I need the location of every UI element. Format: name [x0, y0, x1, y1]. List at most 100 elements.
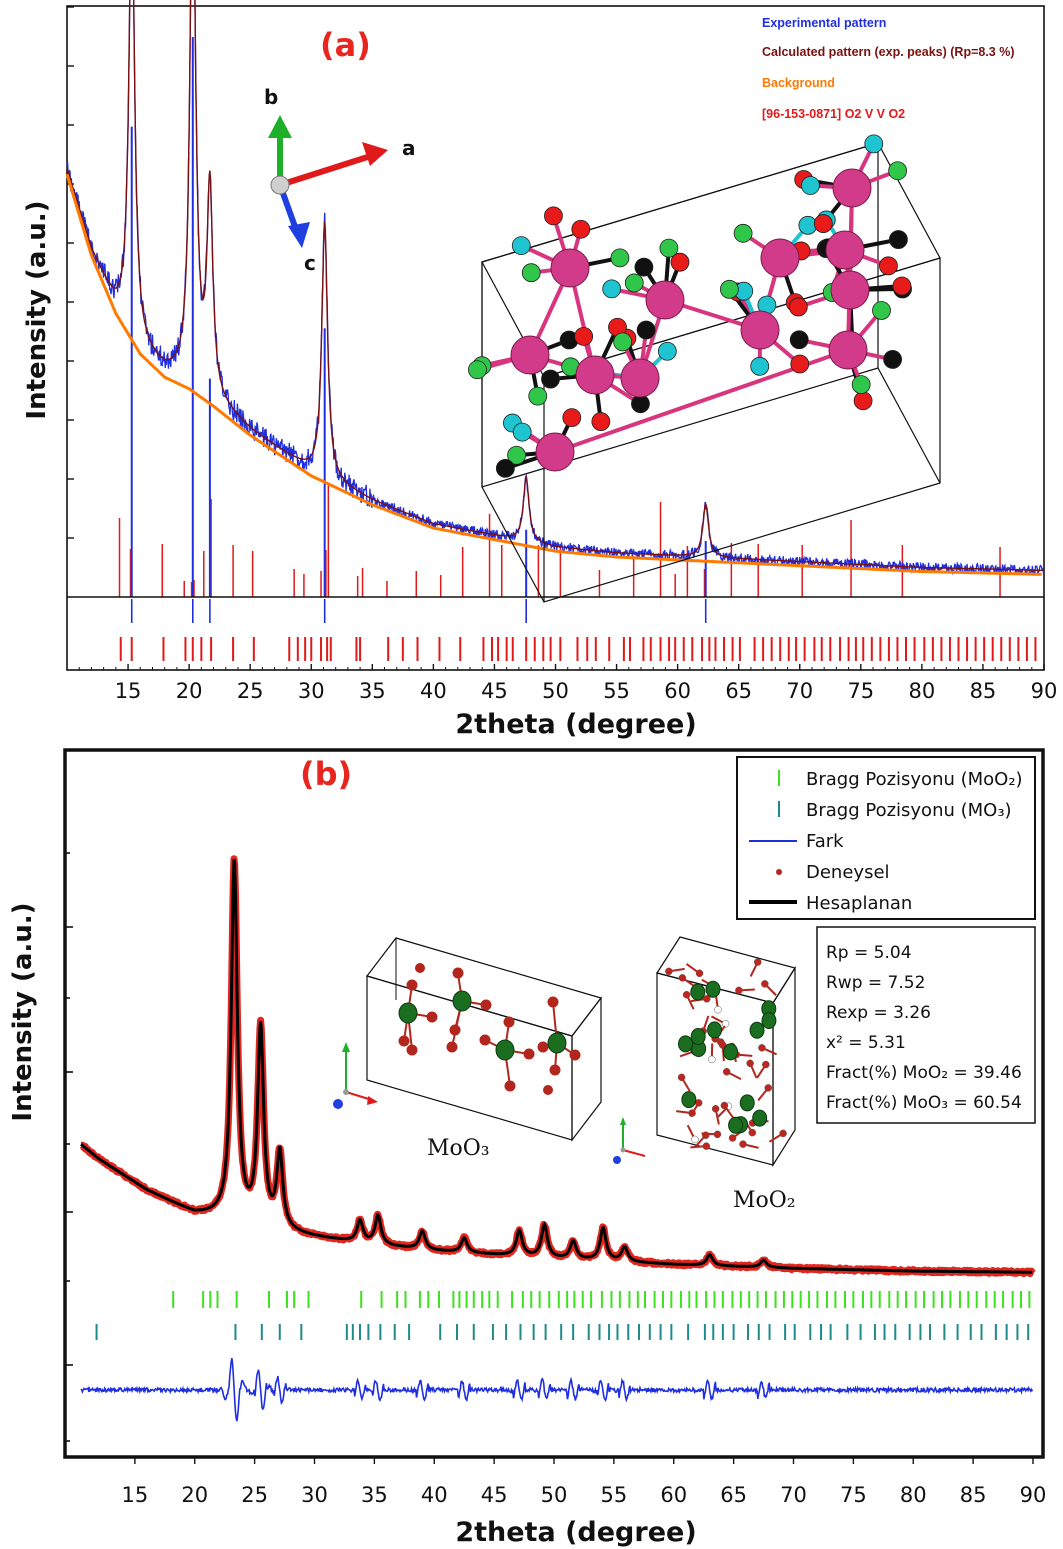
- axis-letter-c: c: [304, 251, 316, 275]
- mo-atom: [690, 1028, 706, 1046]
- x-tick-label: 30: [298, 679, 325, 703]
- atom: [735, 986, 743, 995]
- atom: [711, 1105, 720, 1113]
- atom: [691, 1135, 699, 1144]
- moo3-formula-label: MoO₃: [427, 1136, 490, 1161]
- x-tick-label: 40: [420, 679, 447, 703]
- x-tick-label: 50: [541, 1483, 568, 1507]
- panel-b-label: (b): [300, 755, 352, 793]
- atom: [610, 248, 630, 268]
- x-tick-label: 55: [601, 1483, 628, 1507]
- mo-atom: [705, 980, 721, 998]
- mo-atom: [677, 1035, 693, 1053]
- mo-atom: [739, 1094, 755, 1112]
- mo-atom: [728, 1116, 744, 1134]
- mo-atom: [707, 1021, 723, 1039]
- atom: [853, 391, 873, 411]
- vanadium-atom: [760, 238, 800, 278]
- background-line: [65, 173, 1042, 576]
- axes-orientation-icon: [268, 115, 388, 248]
- atom: [879, 256, 898, 276]
- atom: [468, 360, 487, 380]
- panel-a-label: (a): [320, 26, 371, 64]
- atom: [813, 214, 833, 233]
- x-tick-label: 85: [960, 1483, 987, 1507]
- legend-b-bragg-moo2: Bragg Pozisyonu (MoO₂): [806, 769, 1023, 790]
- atom: [720, 1101, 729, 1110]
- atom: [761, 980, 769, 988]
- x-tick-label: 25: [241, 1483, 268, 1507]
- legend-a-experimental: Experimental pattern: [762, 16, 886, 30]
- atom: [713, 1130, 722, 1139]
- atom: [721, 1020, 730, 1028]
- atom: [682, 990, 691, 999]
- atom: [602, 279, 622, 299]
- atom: [670, 252, 690, 272]
- atom: [762, 1060, 770, 1069]
- x-tick-label: 70: [780, 1483, 807, 1507]
- atom: [748, 1128, 757, 1137]
- stat-fract-moo3: Fract(%) MoO₃ = 60.54: [826, 1093, 1022, 1113]
- atom: [528, 386, 548, 406]
- x-tick-label: 80: [900, 1483, 927, 1507]
- panel-a: 15 20 25 30 35 40 45 50 55 60 65 70 75 80 85 90 (a) Exp…: [65, 0, 1058, 703]
- atom: [495, 458, 515, 478]
- panel-a-x-ticks: 15 20 25 30 35 40 45 50 55 60 65 70 75 80 85 90: [78, 664, 1058, 703]
- atom: [636, 320, 656, 340]
- vanadium-atom: [620, 358, 660, 398]
- panel-a-legend: Experimental pattern Calculated pattern …: [762, 16, 1015, 121]
- atom: [790, 354, 810, 374]
- x-tick-label: 50: [542, 679, 569, 703]
- atom: [753, 958, 762, 966]
- panel-a-y-ticks: [67, 6, 74, 539]
- moo2-structure-illustration: [656, 936, 796, 1168]
- x-tick-label: 40: [421, 1483, 448, 1507]
- atom: [788, 297, 808, 317]
- atom: [892, 276, 912, 296]
- vo2-crystal-structure-illustration: [468, 134, 941, 603]
- moo3-structure-illustration: [333, 937, 646, 1164]
- vanadium-atom: [740, 310, 780, 350]
- x-tick-label: 25: [237, 679, 264, 703]
- x-tick-label: 75: [847, 679, 874, 703]
- atom: [562, 408, 582, 428]
- legend-a-reference: [96-153-0871] O2 V V O2: [762, 107, 905, 121]
- vanadium-atom: [830, 270, 870, 310]
- x-tick-label: 45: [481, 679, 508, 703]
- atom: [746, 1059, 754, 1068]
- x-tick-label: 45: [481, 1483, 508, 1507]
- atom: [678, 974, 687, 982]
- hesaplanan-line: [80, 859, 1033, 1274]
- atom: [750, 356, 770, 376]
- x-tick-label: 85: [970, 679, 997, 703]
- vanadium-atom: [832, 168, 872, 208]
- atom: [883, 350, 902, 369]
- atom: [574, 327, 594, 346]
- atom: [512, 422, 532, 442]
- panel-a-y-axis-title: Intensity (a.u.): [22, 200, 52, 419]
- x-tick-label: 55: [603, 679, 630, 703]
- x-tick-label: 65: [725, 679, 752, 703]
- atom: [739, 1140, 747, 1148]
- atom: [722, 1068, 731, 1076]
- x-tick-label: 90: [1031, 679, 1058, 703]
- x-tick-label: 15: [115, 679, 142, 703]
- atom: [779, 1129, 787, 1138]
- atom: [758, 1044, 766, 1052]
- atom: [703, 995, 711, 1003]
- atom: [657, 341, 677, 361]
- atom: [872, 301, 891, 320]
- atom: [695, 969, 704, 978]
- atom: [521, 263, 541, 283]
- panel-b-x-axis-title: 2theta (degree): [455, 1517, 696, 1548]
- atom: [677, 1073, 686, 1082]
- legend-a-calculated: Calculated pattern (exp. peaks) (Rp=8.3 …: [762, 45, 1015, 59]
- axis-letter-b: b: [264, 85, 278, 109]
- atom: [571, 219, 591, 239]
- atom: [728, 1134, 737, 1142]
- mo-atom: [749, 1021, 765, 1039]
- atom: [591, 412, 611, 431]
- atom: [764, 1084, 773, 1092]
- vanadium-atom: [550, 248, 590, 288]
